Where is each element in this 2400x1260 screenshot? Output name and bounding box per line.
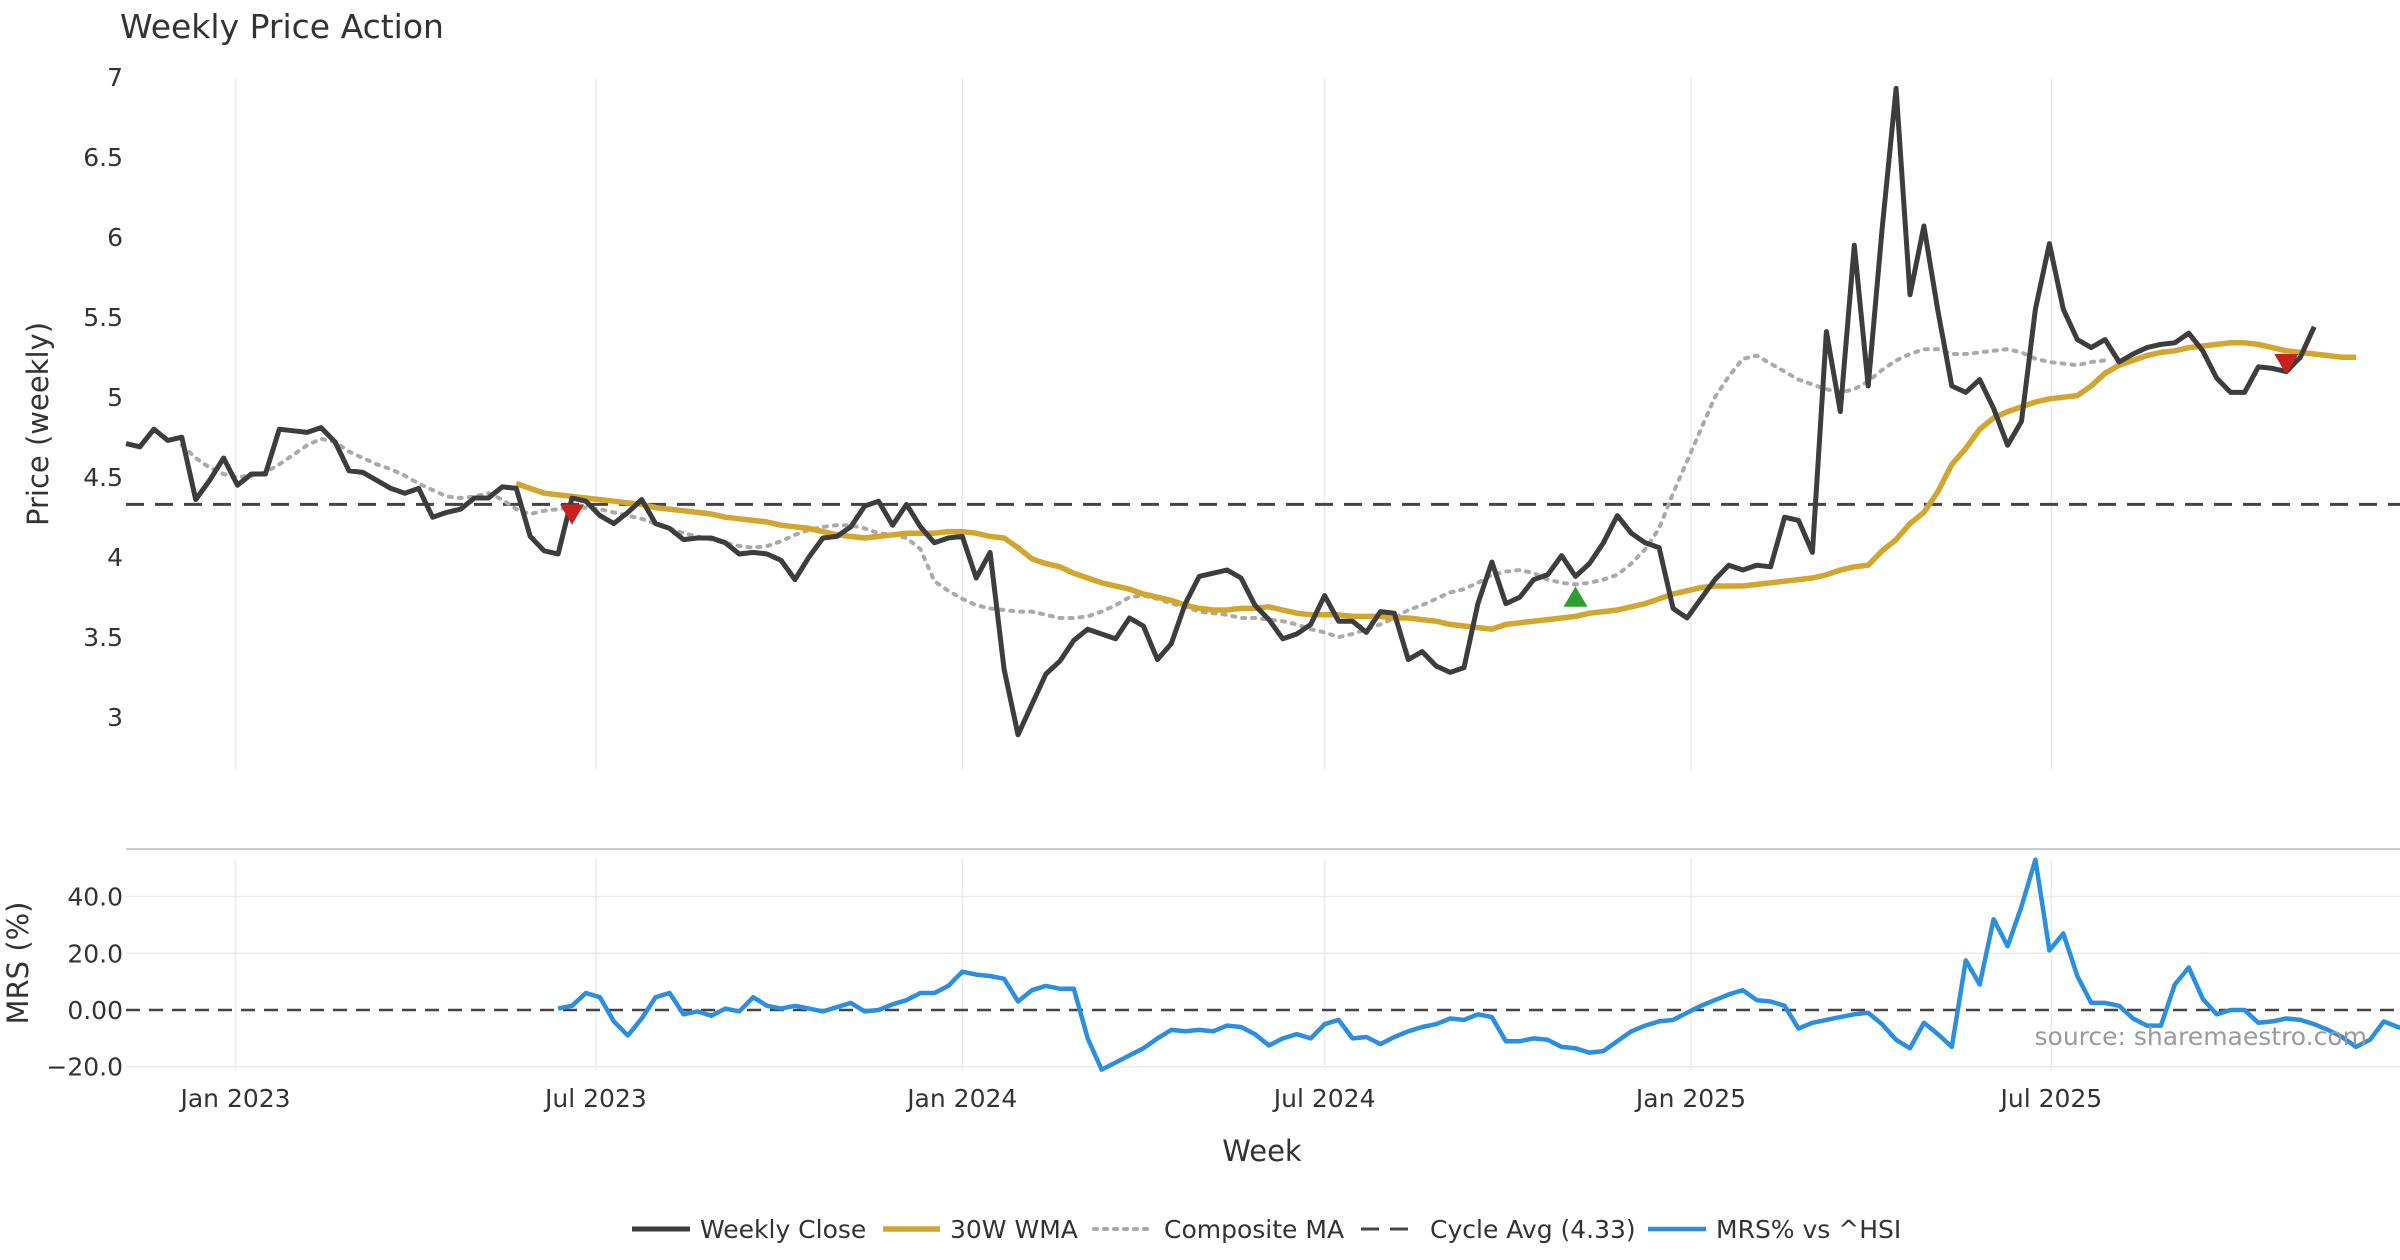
price-y-tick-label: 5 — [107, 383, 123, 412]
price-y-ticks: 3 3.5 4 4.5 5 5.5 6 6.5 7 — [83, 63, 123, 732]
price-y-tick-label: 3.5 — [83, 623, 123, 652]
mrs-y-tick-label: 20.0 — [67, 939, 123, 968]
price-y-tick-label: 4 — [107, 543, 123, 572]
legend-label-cycle-avg: Cycle Avg (4.33) — [1430, 1215, 1636, 1244]
mrs-y-ticks: −20.0 0.00 20.0 40.0 — [46, 883, 123, 1082]
chart-title: Weekly Price Action — [120, 7, 444, 46]
source-label: source: sharemaestro.com — [2035, 1022, 2368, 1051]
legend-label-mrs: MRS% vs ^HSI — [1716, 1215, 1901, 1244]
mrs-line — [557, 857, 2400, 1072]
price-grid — [234, 78, 2053, 770]
x-axis-title: Week — [1222, 1134, 1302, 1168]
legend-label-composite-ma: Composite MA — [1164, 1215, 1344, 1244]
sell-signal-marker — [2274, 354, 2299, 375]
wma-30w-line — [515, 340, 2356, 632]
mrs-y-tick-label: −20.0 — [46, 1053, 123, 1082]
x-ticks: Jan 2023 Jul 2023 Jan 2024 Jul 2024 Jan 2025… — [178, 1084, 2102, 1113]
weekly-close-line — [125, 85, 2317, 738]
price-y-tick-label: 6.5 — [83, 143, 123, 172]
x-tick-label: Jul 2023 — [543, 1084, 647, 1113]
x-tick-label: Jul 2024 — [1272, 1084, 1376, 1113]
x-tick-label: Jul 2025 — [1998, 1084, 2102, 1113]
price-y-tick-label: 4.5 — [83, 463, 123, 492]
price-y-tick-label: 7 — [107, 63, 123, 92]
mrs-y-axis-title: MRS (%) — [1, 902, 35, 1025]
legend-label-wma: 30W WMA — [950, 1215, 1078, 1244]
x-tick-label: Jan 2024 — [905, 1084, 1017, 1113]
price-y-tick-label: 5.5 — [83, 303, 123, 332]
price-y-tick-label: 6 — [107, 223, 123, 252]
price-y-axis-title: Price (weekly) — [21, 322, 55, 526]
price-y-tick-label: 3 — [107, 703, 123, 732]
mrs-y-tick-label: 40.0 — [67, 883, 123, 912]
legend: Weekly Close 30W WMA Composite MA Cycle … — [632, 1215, 1901, 1244]
legend-label-weekly-close: Weekly Close — [700, 1215, 866, 1244]
x-tick-label: Jan 2023 — [178, 1084, 290, 1113]
mrs-grid — [126, 858, 2400, 1070]
mrs-y-tick-label: 0.00 — [67, 996, 123, 1025]
sell-signal-marker — [560, 504, 584, 525]
signal-markers — [560, 354, 2299, 607]
buy-signal-marker — [1563, 586, 1588, 607]
x-tick-label: Jan 2025 — [1634, 1084, 1746, 1113]
